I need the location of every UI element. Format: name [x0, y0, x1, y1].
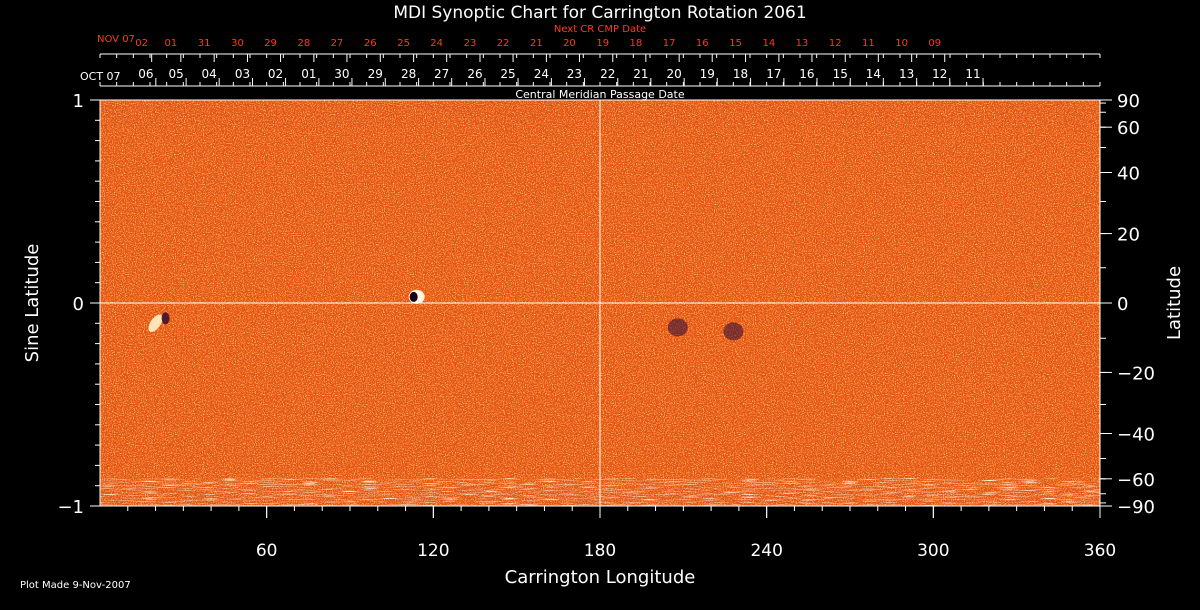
feature-dark-cluster — [667, 318, 688, 337]
cmp-date-label: 01 — [301, 67, 316, 81]
next-date-label: 29 — [264, 38, 277, 49]
cmp-date-label: 30 — [334, 67, 349, 81]
next-date-label: 22 — [497, 38, 510, 49]
next-date-label: 26 — [364, 38, 377, 49]
cmp-date-label: 06 — [138, 67, 153, 81]
feature-dark-spot — [409, 291, 418, 302]
cmp-date-label: 12 — [932, 67, 947, 81]
cmp-date-label: 16 — [799, 67, 814, 81]
cmp-date-label: 05 — [168, 67, 183, 81]
next-date-label: 11 — [862, 38, 875, 49]
feature-dark-patch — [161, 312, 170, 325]
x-tick-label: 120 — [417, 541, 449, 561]
next-date-label: 30 — [231, 38, 244, 49]
feature-dark-cluster — [723, 322, 744, 341]
next-date-label: 10 — [895, 38, 908, 49]
next-date-label: 16 — [696, 38, 709, 49]
cmp-date-label: 17 — [766, 67, 781, 81]
cmp-date-label: 21 — [633, 67, 648, 81]
next-date-label: 20 — [563, 38, 576, 49]
next-date-label: 19 — [596, 38, 609, 49]
next-date-label: 28 — [298, 38, 311, 49]
cmp-date-label: 25 — [500, 67, 515, 81]
x-tick-label: 180 — [584, 541, 616, 561]
cmp-date-label: 24 — [534, 67, 549, 81]
x-axis-label: Carrington Longitude — [505, 567, 696, 588]
y-right-tick-label: −40 — [1117, 424, 1155, 445]
next-month-label: NOV 07 — [97, 34, 135, 45]
x-tick-label: 360 — [1084, 541, 1116, 561]
cmp-date-label: 29 — [368, 67, 383, 81]
cmp-date-label: 11 — [965, 67, 980, 81]
next-date-label: 24 — [430, 38, 443, 49]
cmp-date-label: 04 — [202, 67, 217, 81]
next-date-label: 25 — [397, 38, 410, 49]
plot-made-note: Plot Made 9-Nov-2007 — [20, 580, 131, 591]
next-date-label: 31 — [198, 38, 211, 49]
y-right-tick-label: 0 — [1117, 294, 1128, 315]
y-left-tick-label: 1 — [73, 91, 84, 112]
y-left-tick-label: 0 — [73, 294, 84, 315]
next-date-label: 15 — [729, 38, 742, 49]
y-right-tick-label: 40 — [1117, 164, 1140, 185]
cmp-date-label: 19 — [700, 67, 715, 81]
y-left-axis-label: Sine Latitude — [22, 244, 43, 363]
y-right-tick-label: 90 — [1117, 91, 1140, 112]
chart-title: MDI Synoptic Chart for Carrington Rotati… — [393, 3, 806, 23]
y-right-tick-label: −60 — [1117, 470, 1155, 491]
y-right-tick-label: −20 — [1117, 363, 1155, 384]
x-tick-label: 240 — [750, 541, 782, 561]
next-date-label: 14 — [763, 38, 776, 49]
cmp-date-label: 18 — [733, 67, 748, 81]
y-right-axis-label: Latitude — [1164, 266, 1185, 340]
next-date-label: 27 — [331, 38, 344, 49]
cmp-date-label: 03 — [235, 67, 250, 81]
next-date-label: 01 — [164, 38, 177, 49]
y-right-tick-label: 20 — [1117, 225, 1140, 246]
cmp-date-label: 26 — [467, 67, 482, 81]
cmp-date-label: 13 — [899, 67, 914, 81]
next-date-label: 21 — [530, 38, 543, 49]
y-left-tick-label: −1 — [57, 497, 84, 518]
cmp-date-label: 20 — [667, 67, 682, 81]
y-right-tick-label: 60 — [1117, 118, 1140, 139]
feature-bright-region — [148, 314, 163, 332]
x-tick-label: 60 — [256, 541, 278, 561]
cmp-date-label: 22 — [600, 67, 615, 81]
next-date-label: 17 — [663, 38, 676, 49]
cmp-axis-title: Central Meridian Passage Date — [515, 88, 684, 101]
cmp-date-label: 15 — [833, 67, 848, 81]
next-axis-title: Next CR CMP Date — [554, 24, 646, 35]
cmp-date-label: 14 — [866, 67, 881, 81]
x-tick-label: 300 — [917, 541, 949, 561]
next-date-label: 18 — [629, 38, 642, 49]
y-right-tick-label: −90 — [1117, 497, 1155, 518]
cmp-date-label: 02 — [268, 67, 283, 81]
next-date-label: 13 — [796, 38, 809, 49]
next-date-label: 02 — [135, 38, 148, 49]
cmp-month-label: OCT 07 — [80, 70, 121, 83]
cmp-date-label: 27 — [434, 67, 449, 81]
next-date-label: 09 — [928, 38, 941, 49]
cmp-date-label: 28 — [401, 67, 416, 81]
cmp-date-label: 23 — [567, 67, 582, 81]
next-date-label: 23 — [464, 38, 477, 49]
next-date-label: 12 — [829, 38, 842, 49]
